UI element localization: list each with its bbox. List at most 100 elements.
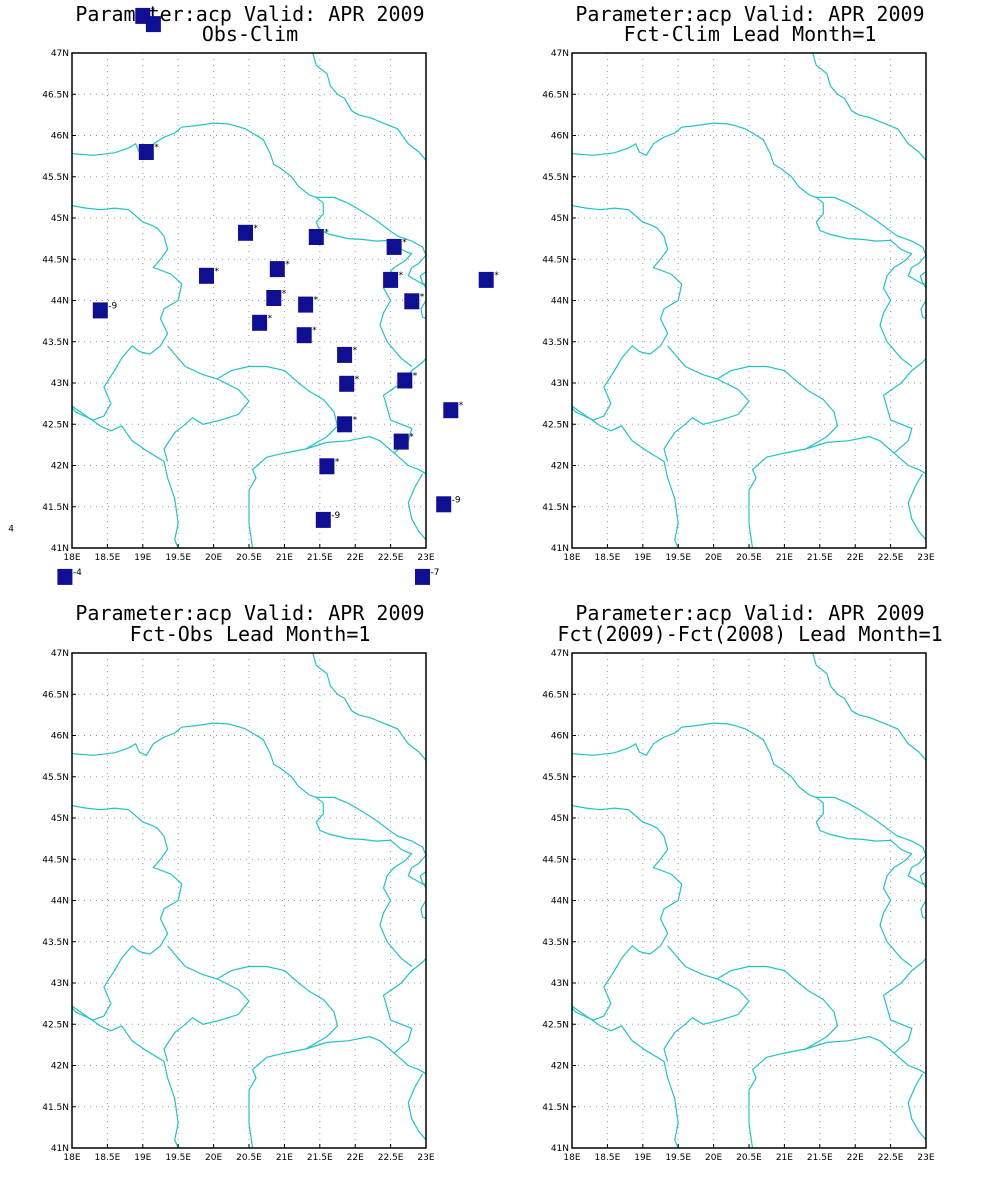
station-marker [252,314,268,331]
border-line [907,1073,926,1141]
lat-tick-label: 42N [551,462,569,472]
border-line [382,957,426,1054]
lon-tick-label: 20.5E [236,1153,262,1163]
lon-tick-label: 20.5E [736,553,762,563]
border-line [907,473,926,541]
station-marker [436,496,452,513]
lat-tick-label: 46N [51,732,69,742]
border-line [407,1073,426,1141]
station-value-label: * [355,375,360,385]
lat-tick-label: 45N [551,814,569,824]
country-borders [572,653,926,1148]
station-marker [308,229,324,245]
lon-tick-label: 23E [417,553,434,563]
lon-tick-label: 20E [705,553,722,563]
station-value-label: * [459,401,464,411]
border-line [920,900,926,920]
lon-tick-label: 21E [276,1153,293,1163]
country-borders [72,53,426,548]
lon-tick-label: 20.5E [236,553,262,563]
lon-tick-label: 22.5E [878,553,904,563]
lat-tick-label: 46N [51,132,69,142]
border-line [216,965,339,1148]
lon-tick-label: 23E [417,1153,434,1163]
lon-tick-label: 21.5E [807,553,833,563]
lon-tick-label: 18E [63,1153,80,1163]
panel-title-line1: Parameter:acp Valid: APR 2009 [575,2,924,26]
lon-tick-label: 19.5E [665,1153,691,1163]
panel-title-line1: Parameter:acp Valid: APR 2009 [75,2,424,26]
border-line [812,653,926,761]
station-value-label: * [314,296,319,306]
lat-tick-label: 43N [51,979,69,989]
lat-tick-label: 41N [551,1144,569,1154]
lat-tick-label: 46N [551,732,569,742]
lat-tick-label: 41.5N [542,503,569,513]
station-value-label: * [409,433,414,443]
border-line [379,253,413,367]
lat-tick-label: 45.5N [42,173,69,183]
station-value-label: * [312,326,317,336]
station-value-label: * [494,271,499,281]
border-line [382,357,426,454]
gridlines [72,53,426,548]
border-line [305,435,426,475]
station-value-label: * [399,271,404,281]
station-marker [315,511,331,528]
border-line [163,945,250,1062]
lat-tick-label: 45.5N [542,773,569,783]
station-marker [478,271,494,288]
lon-tick-label: 22E [847,553,864,563]
station-value-label: * [154,143,159,153]
station-value-label: -7 [431,568,440,578]
lat-tick-label: 43.5N [542,938,569,948]
lon-tick-label: 20E [205,553,222,563]
gridlines [572,653,926,1148]
border-line [72,205,183,421]
border-line [420,900,426,920]
lon-tick-label: 22E [347,553,364,563]
border-line [312,653,426,761]
lon-tick-label: 18.5E [95,553,121,563]
lat-tick-label: 44N [551,297,569,307]
station-value-label: * [413,372,418,382]
station-marker [383,271,399,288]
station-value-label: * [215,267,220,277]
station-marker [397,372,413,389]
border-line [919,871,926,889]
lat-tick-label: 43N [51,379,69,389]
lat-tick-label: 44.5N [42,855,69,865]
lon-tick-label: 19E [634,553,651,563]
border-line [312,53,426,161]
border-line [316,196,426,256]
station-marker [296,327,312,344]
lat-tick-label: 42.5N [542,420,569,430]
lon-tick-label: 22E [847,1153,864,1163]
border-line [879,853,913,967]
lon-tick-label: 21E [776,553,793,563]
station-markers: * * * * * * * * * -9 * * * * * * * * * * * * -9 -9 -4 -7 4 [8,7,499,585]
station-value-label: * [254,224,259,234]
border-line [163,345,250,462]
border-line [805,1035,926,1075]
lat-tick-label: 46.5N [42,90,69,100]
panel-title-line2: Fct-Clim Lead Month=1 [624,22,877,46]
station-marker [266,290,282,306]
station-marker [298,296,314,313]
border-line [805,435,926,475]
lat-tick-label: 47N [51,49,69,59]
station-value-label: -9 [331,511,340,521]
station-marker [415,568,430,585]
lat-tick-label: 42.5N [542,1020,569,1030]
station-value-label: -9 [452,495,461,505]
border-line [420,300,426,320]
border-line [572,805,683,1021]
lat-tick-label: 47N [51,649,69,659]
panel-title-line1: Parameter:acp Valid: APR 2009 [575,601,924,625]
lat-tick-label: 45.5N [42,773,69,783]
lon-tick-label: 22.5E [378,1153,404,1163]
border-line [419,271,426,289]
lon-tick-label: 20E [705,1153,722,1163]
lon-tick-label: 20.5E [736,1153,762,1163]
lat-tick-label: 46N [551,132,569,142]
